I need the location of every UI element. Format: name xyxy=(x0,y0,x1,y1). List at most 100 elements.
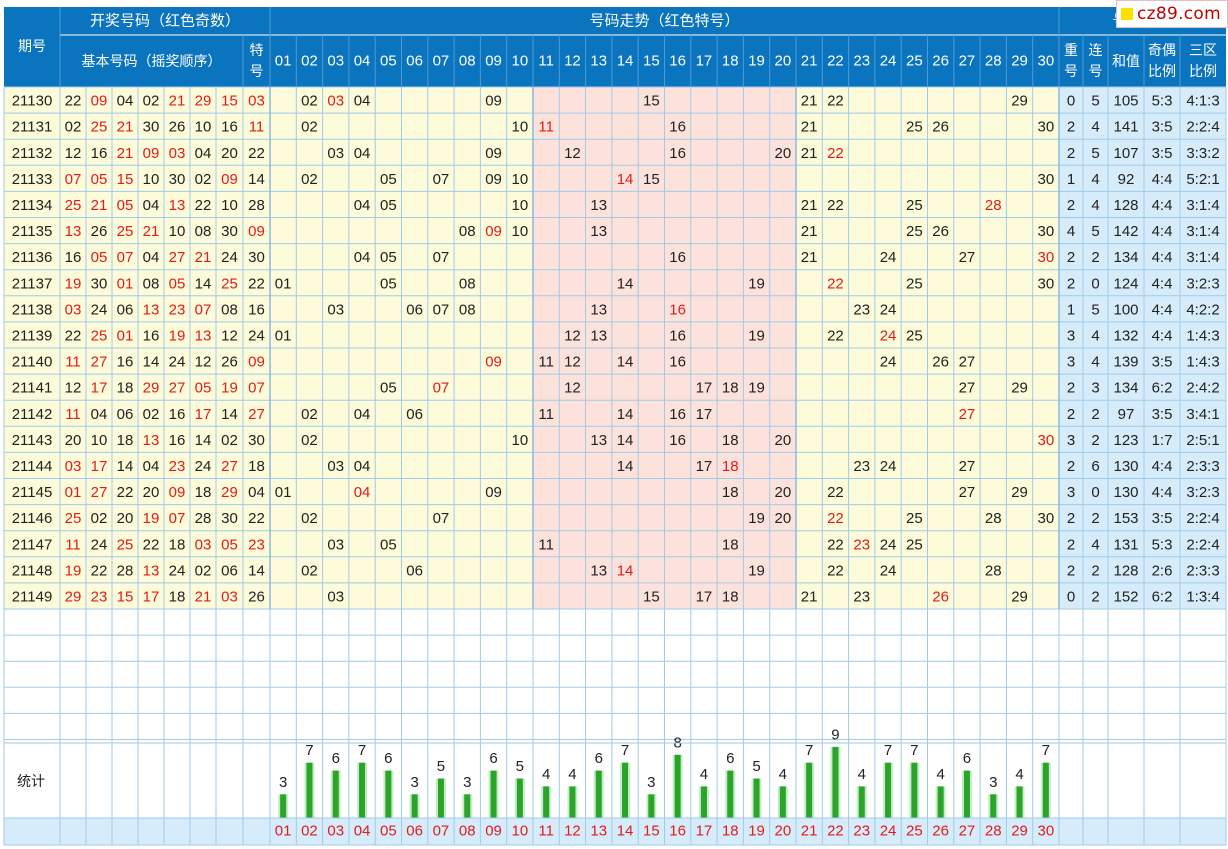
trend-number: 30 xyxy=(1038,171,1055,188)
stats-bar xyxy=(464,794,471,818)
draw-number: 14 xyxy=(195,432,212,449)
draw-number: 05 xyxy=(221,536,238,553)
row-period: 21133 xyxy=(12,171,53,188)
stats-bar-value: 4 xyxy=(858,766,866,783)
draw-number: 30 xyxy=(221,510,238,527)
analysis-value: 100 xyxy=(1113,301,1138,318)
trend-number: 02 xyxy=(301,171,318,188)
trend-number: 04 xyxy=(354,484,371,501)
header-trend-number: 27 xyxy=(959,53,976,70)
stats-bar-value: 6 xyxy=(384,750,392,767)
trend-number: 23 xyxy=(853,458,870,475)
draw-number: 24 xyxy=(91,301,108,318)
stats-bar-value: 6 xyxy=(595,750,603,767)
draw-number: 24 xyxy=(91,536,108,553)
draw-number: 04 xyxy=(195,145,212,162)
stats-bar-value: 7 xyxy=(305,742,313,759)
trend-number: 14 xyxy=(617,406,634,423)
header-odd-even-bottom: 比例 xyxy=(1148,63,1176,79)
header-special-bottom: 号 xyxy=(250,63,264,79)
draw-number: 20 xyxy=(65,432,82,449)
special-number: 14 xyxy=(248,171,265,188)
trend-number: 20 xyxy=(775,145,792,162)
header-trend-number: 25 xyxy=(906,53,923,70)
analysis-value: 2:2:4 xyxy=(1186,510,1219,527)
analysis-value: 0 xyxy=(1067,93,1075,110)
stats-bar xyxy=(648,794,655,818)
draw-number: 01 xyxy=(117,327,134,344)
trend-number: 05 xyxy=(380,171,397,188)
draw-number: 12 xyxy=(195,354,212,371)
trend-number: 27 xyxy=(959,249,976,266)
analysis-value: 3 xyxy=(1067,484,1075,501)
stats-bar-value: 7 xyxy=(358,742,366,759)
row-period: 21134 xyxy=(12,197,53,214)
draw-number: 21 xyxy=(143,223,160,240)
header-trend-number: 09 xyxy=(485,53,502,70)
draw-number: 16 xyxy=(169,406,186,423)
trend-number: 14 xyxy=(617,562,634,579)
trend-number: 11 xyxy=(538,536,554,553)
trend-number: 23 xyxy=(853,588,870,605)
trend-number: 13 xyxy=(590,197,607,214)
draw-number: 02 xyxy=(195,562,212,579)
trend-number: 30 xyxy=(1038,249,1055,266)
analysis-value: 92 xyxy=(1118,171,1135,188)
draw-number: 24 xyxy=(169,354,186,371)
trend-number: 16 xyxy=(669,249,686,266)
trend-number: 28 xyxy=(985,197,1002,214)
trend-number: 01 xyxy=(275,484,292,501)
draw-number: 09 xyxy=(221,171,238,188)
draw-number: 21 xyxy=(91,197,108,214)
draw-number: 12 xyxy=(221,327,238,344)
trend-number: 09 xyxy=(485,145,502,162)
analysis-value: 3:3:2 xyxy=(1186,145,1219,162)
analysis-value: 3:5 xyxy=(1152,406,1173,423)
analysis-value: 4:4 xyxy=(1152,223,1173,240)
trend-number: 19 xyxy=(748,380,765,397)
draw-number: 30 xyxy=(169,171,186,188)
draw-number: 27 xyxy=(221,458,238,475)
trend-number: 23 xyxy=(853,301,870,318)
trend-number: 12 xyxy=(564,145,581,162)
draw-number: 03 xyxy=(65,301,82,318)
stats-bar xyxy=(543,786,550,818)
analysis-value: 2:2:4 xyxy=(1186,119,1219,136)
draw-number: 14 xyxy=(221,406,238,423)
trend-number: 04 xyxy=(354,145,371,162)
stats-bar xyxy=(885,762,892,818)
special-number: 24 xyxy=(248,327,265,344)
analysis-value: 4:4 xyxy=(1152,249,1173,266)
trend-number: 05 xyxy=(380,249,397,266)
trend-number: 07 xyxy=(433,510,450,527)
stats-bar-value: 6 xyxy=(726,750,734,767)
trend-number: 26 xyxy=(932,588,949,605)
stats-bar xyxy=(674,754,681,818)
analysis-value: 130 xyxy=(1113,458,1138,475)
draw-number: 03 xyxy=(65,458,82,475)
stats-category-label: 23 xyxy=(853,823,870,840)
trend-number: 13 xyxy=(590,327,607,344)
row-period: 21139 xyxy=(12,327,53,344)
draw-number: 16 xyxy=(65,249,82,266)
header-trend-number: 04 xyxy=(354,53,371,70)
stats-category-label: 06 xyxy=(406,823,423,840)
header-trend-number: 07 xyxy=(433,53,450,70)
analysis-value: 130 xyxy=(1113,484,1138,501)
draw-number: 24 xyxy=(195,458,212,475)
stats-category-label: 30 xyxy=(1038,823,1055,840)
stats-category-label: 22 xyxy=(827,823,844,840)
trend-number: 04 xyxy=(354,458,371,475)
analysis-value: 2 xyxy=(1067,249,1075,266)
header-trend-number: 22 xyxy=(827,53,844,70)
trend-number: 30 xyxy=(1038,432,1055,449)
analysis-value: 3:5 xyxy=(1152,119,1173,136)
analysis-value: 107 xyxy=(1113,145,1138,162)
trend-number: 25 xyxy=(906,119,923,136)
analysis-value: 2 xyxy=(1091,249,1099,266)
row-period: 21143 xyxy=(12,432,53,449)
draw-number: 19 xyxy=(169,327,186,344)
trend-number: 15 xyxy=(643,93,660,110)
stats-bar-value: 4 xyxy=(700,766,708,783)
